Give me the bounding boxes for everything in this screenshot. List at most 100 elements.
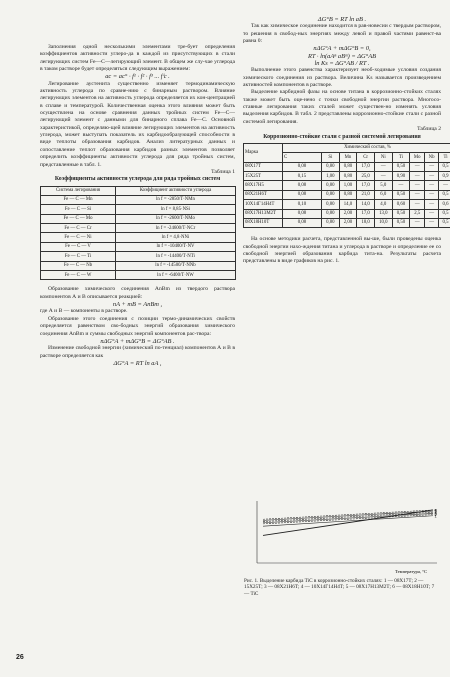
table2-header-cell: Cr xyxy=(356,152,375,163)
table2-cell: 08Х17Н5 xyxy=(243,180,283,191)
series-label: 7 xyxy=(435,507,438,512)
table1-row: Fe — C — Nb ln f = -14500/T·NNb xyxy=(40,260,236,272)
series-label: 4 xyxy=(435,510,438,515)
table1-cell: ln f = -2600/T·NMo xyxy=(115,213,236,225)
table2-cell: 0,80 xyxy=(338,161,358,173)
table2-cell: 0,80 xyxy=(321,161,340,173)
left-para-1: Заполнения одной несколькими элементами … xyxy=(40,44,235,73)
left-para-5: Образование этого соединения с позиции т… xyxy=(40,315,235,337)
table2-cell: — xyxy=(424,217,439,229)
table2-cell: — xyxy=(424,180,439,191)
table2: Марка Химический состав, % C Si Mn Cr Ni Ti Mo… xyxy=(243,142,450,229)
table2-cell: 15Х25Т xyxy=(243,170,283,182)
table2-header-cell: Ti xyxy=(391,152,411,163)
series-label: 1 xyxy=(435,513,438,518)
table2-cell: — xyxy=(391,180,411,191)
table2-cell: 0,50 xyxy=(391,217,411,229)
table2-row: 08Х17Т 0,08 0,80 0,80 17,0—0,50— —0,5 xyxy=(243,161,450,173)
table2-cell: 0,6 xyxy=(437,199,450,210)
table1-title: Коэффициенты активности углерода для ряд… xyxy=(54,176,221,183)
table1-header-cell: Система легирования xyxy=(40,185,116,196)
left-para-6: Изменение свободной энергии (химический … xyxy=(40,345,235,359)
left-column: Заполнения одной несколькими элементами … xyxy=(40,44,236,367)
left-para-3: Образование химического соединения AnBm … xyxy=(40,286,235,300)
table2-cell: 0,5 xyxy=(437,189,450,201)
series-line xyxy=(262,509,434,520)
table2-row: 08Х21Н6Т 0,08 0,80 0,80 21,0 6,0 0,50— —0,5 xyxy=(243,189,450,201)
table2-header-cell: Ti xyxy=(437,152,450,163)
table2-cell: — xyxy=(424,189,439,201)
right-para-2: Выполнение этого равенства характеризует… xyxy=(243,67,441,89)
table1-cell: ln f = -2850/T·NMn xyxy=(115,194,236,206)
table2-cell: 08Х21Н6Т xyxy=(243,189,283,201)
table2-cell: 0,60 xyxy=(391,199,411,210)
table1-cell: Fe — C — Si xyxy=(40,204,116,215)
table2-cell: 0,15 xyxy=(282,170,322,182)
table2-cell: 18,0 xyxy=(356,217,375,229)
table2-cell: 10,0 xyxy=(373,217,393,229)
table2-cell: 0,80 xyxy=(321,199,340,210)
table1-body: Fe — С — Mn ln f = -2850/T·NMn Fe — C — Si… xyxy=(40,194,236,281)
series-line xyxy=(262,509,434,536)
table2-cell: 25,0 xyxy=(356,170,375,182)
table2-cell: 10Х14Г14Н4Т xyxy=(243,199,283,210)
table1-row: Fe — C — Mo ln f = -2600/T·NMo xyxy=(40,213,236,225)
table2-cell: 0,08 xyxy=(282,217,322,229)
series-line xyxy=(262,513,434,523)
table2-cell: 0,80 xyxy=(321,189,340,201)
table2-cell: 08Х18Н10Т xyxy=(243,217,283,229)
right-para-3: Выделение карбидной фазы на основе титан… xyxy=(243,89,441,125)
table2-header-row-1: Марка Химический состав, % xyxy=(243,142,450,163)
table2-header-cell: Nb xyxy=(424,152,439,163)
table2-cell: 17,0 xyxy=(356,208,375,219)
table2-cell: 17,0 xyxy=(356,180,375,191)
table2-row: 15Х25Т 0,15 1,00 0,80 25,0—0,90— —0,9 xyxy=(243,170,450,182)
table1-cell: ln f = -14400/T·NTi xyxy=(115,251,236,262)
table2-cell: 17,0 xyxy=(356,161,375,173)
table1-row: Fe — C — Ni ln f = 4,8·NNi xyxy=(40,232,236,243)
table2-title: Коррозионно-стойкие стали с разной систе… xyxy=(263,133,421,140)
formula-reaction: nA + mB = AnBm , xyxy=(112,301,163,309)
table2-cell: 0,10 xyxy=(282,199,322,210)
table2-cell: 0,9 xyxy=(437,170,450,182)
table2-cell: — xyxy=(424,208,439,219)
table1-cell: ln f = -6400/T·NW xyxy=(115,270,236,281)
table1-cell: Fe — C — Cr xyxy=(40,223,116,234)
table2-cell: 0,5 xyxy=(437,161,450,173)
table1-row: Fe — С — Mn ln f = -2850/T·NMn xyxy=(40,194,236,206)
table1-cell: Fe — С — Mn xyxy=(40,194,116,206)
table2-cell: 6,0 xyxy=(373,189,393,201)
table2-header-cell: Mn xyxy=(338,152,358,163)
table1-cell: Fe — C — V xyxy=(40,241,116,253)
table2-cell: 0,50 xyxy=(391,161,411,173)
table1-cell: ln f = -14500/T·NNb xyxy=(115,260,236,272)
table2-cell: 5,0 xyxy=(373,180,393,191)
page-number: 26 xyxy=(16,654,24,661)
right-para-4: На основе методики расчета, представленн… xyxy=(243,236,441,265)
table2-cell: 0,80 xyxy=(338,189,358,201)
table2-cell: 2,5 xyxy=(409,208,426,219)
left-para-2: Легирование аустенита существенно изменя… xyxy=(40,80,235,168)
table2-cell: 1,00 xyxy=(338,180,358,191)
table1-cell: Fe — C — Mo xyxy=(40,213,116,225)
table2-cell: 0,5 xyxy=(437,208,450,219)
table2-row: 08Х18Н10Т 0,08 0,80 2,00 18,0 10,0 0,50— —0,5 xyxy=(243,217,450,229)
table2-row: 08Х17Н13М2Т 0,08 0,80 2,00 17,0 13,0 0,50 2,5—0… xyxy=(243,208,450,219)
table2-cell: 0,08 xyxy=(282,180,322,191)
series-label: 6 xyxy=(435,507,438,512)
table2-cell: — xyxy=(409,217,426,229)
table1: Система легирования Коэффициент активнос… xyxy=(40,185,236,281)
table2-cell: 0,90 xyxy=(391,170,411,182)
table1-cell: Fe — C — Ni xyxy=(40,232,116,243)
series-label: 2 xyxy=(435,512,438,517)
table1-cell: Fe — C — Ti xyxy=(40,251,116,262)
formula-ks: ln Ks = ΔG°AB / RT . xyxy=(314,60,370,68)
table1-number: Таблица 1 xyxy=(211,168,235,175)
table2-header-cell: Ni xyxy=(373,152,393,163)
table2-cell: 13,0 xyxy=(373,208,393,219)
table2-cell: — xyxy=(424,199,439,210)
table2-row: 10Х14Г14Н4Т 0,10 0,80 14,0 14,0 4,0 0,60— —0,6 xyxy=(243,199,450,210)
